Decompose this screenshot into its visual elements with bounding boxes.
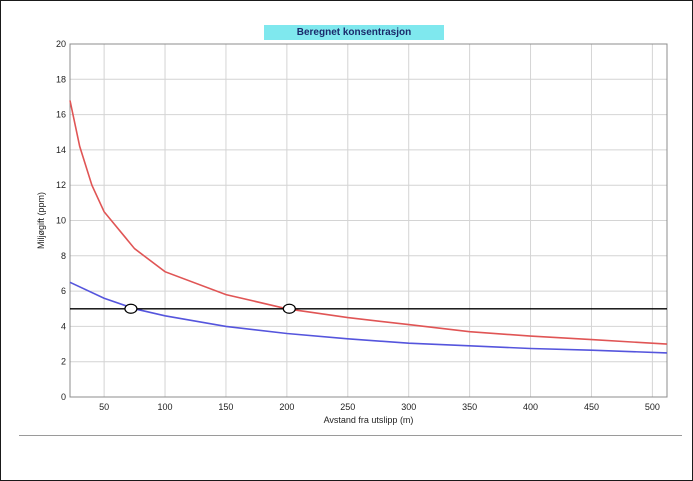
intersection-marker xyxy=(282,303,296,314)
x-tick-label: 500 xyxy=(645,402,660,412)
x-tick-label: 100 xyxy=(158,402,173,412)
y-axis-label: Miljøgift (ppm) xyxy=(36,192,46,249)
y-tick-label: 8 xyxy=(61,251,66,261)
y-tick-label: 12 xyxy=(56,180,66,190)
y-tick-label: 10 xyxy=(56,216,66,226)
y-tick-label: 20 xyxy=(56,39,66,49)
upper-concentration-line xyxy=(69,100,668,345)
separator-line xyxy=(19,435,682,436)
x-tick-label: 250 xyxy=(340,402,355,412)
plot-border xyxy=(69,43,668,398)
x-axis-label: Avstand fra utslipp (m) xyxy=(324,415,414,425)
y-tick-label: 6 xyxy=(61,286,66,296)
y-tick-label: 16 xyxy=(56,110,66,120)
x-tick-label: 450 xyxy=(584,402,599,412)
x-tick-label: 350 xyxy=(462,402,477,412)
x-tick-label: 150 xyxy=(218,402,233,412)
x-tick-label: 50 xyxy=(99,402,109,412)
y-tick-label: 0 xyxy=(61,392,66,402)
y-tick-label: 18 xyxy=(56,74,66,84)
chart-title: Beregnet konsentrasjon xyxy=(264,25,444,40)
y-tick-label: 2 xyxy=(61,357,66,367)
x-tick-label: 200 xyxy=(279,402,294,412)
y-tick-label: 14 xyxy=(56,145,66,155)
y-tick-label: 4 xyxy=(61,321,66,331)
x-tick-label: 400 xyxy=(523,402,538,412)
intersection-marker xyxy=(124,303,138,314)
x-tick-label: 300 xyxy=(401,402,416,412)
